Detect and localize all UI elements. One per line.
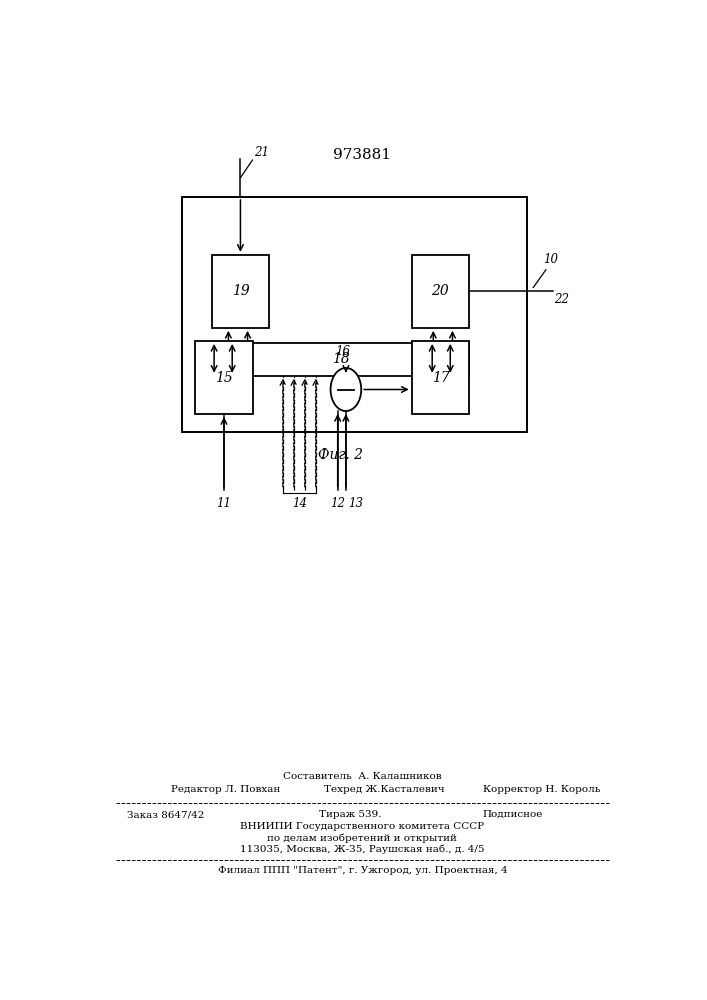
Bar xyxy=(195,341,253,414)
Text: 21: 21 xyxy=(254,145,269,158)
Text: 14: 14 xyxy=(292,497,307,510)
Text: 973881: 973881 xyxy=(333,148,392,162)
Text: Редактор Л. Повхан: Редактор Л. Повхан xyxy=(170,785,280,794)
Text: ВНИИПИ Государственного комитета СССР: ВНИИПИ Государственного комитета СССР xyxy=(240,822,484,831)
Bar xyxy=(211,255,269,328)
Text: Тираж 539.: Тираж 539. xyxy=(319,810,381,819)
Text: 113035, Москва, Ж-35, Раушская наб., д. 4/5: 113035, Москва, Ж-35, Раушская наб., д. … xyxy=(240,844,484,854)
Text: Подписное: Подписное xyxy=(483,810,543,819)
Text: 22: 22 xyxy=(554,293,569,306)
Text: 20: 20 xyxy=(431,284,449,298)
Text: Заказ 8647/42: Заказ 8647/42 xyxy=(127,810,204,819)
Text: 15: 15 xyxy=(215,371,233,385)
Text: 16: 16 xyxy=(336,345,351,358)
Bar xyxy=(211,343,469,376)
Bar xyxy=(411,341,469,414)
Text: 11: 11 xyxy=(216,497,231,510)
Text: 13: 13 xyxy=(349,497,363,510)
Text: Корректор Н. Король: Корректор Н. Король xyxy=(483,785,600,794)
Bar xyxy=(411,255,469,328)
Text: 19: 19 xyxy=(232,284,250,298)
Text: 17: 17 xyxy=(431,371,449,385)
Bar xyxy=(182,197,527,432)
Text: Техред Ж.Касталевич: Техред Ж.Касталевич xyxy=(324,785,445,794)
Text: 18: 18 xyxy=(332,352,349,366)
Circle shape xyxy=(331,368,361,411)
Text: Составитель  А. Калашников: Составитель А. Калашников xyxy=(283,772,442,781)
Text: 12: 12 xyxy=(330,497,345,510)
Text: Фиг. 2: Фиг. 2 xyxy=(318,448,363,462)
Text: по делам изобретений и открытий: по делам изобретений и открытий xyxy=(267,834,457,843)
Text: Филиал ППП "Патент", г. Ужгород, ул. Проектная, 4: Филиал ППП "Патент", г. Ужгород, ул. Про… xyxy=(218,866,507,875)
Text: 10: 10 xyxy=(543,253,558,266)
